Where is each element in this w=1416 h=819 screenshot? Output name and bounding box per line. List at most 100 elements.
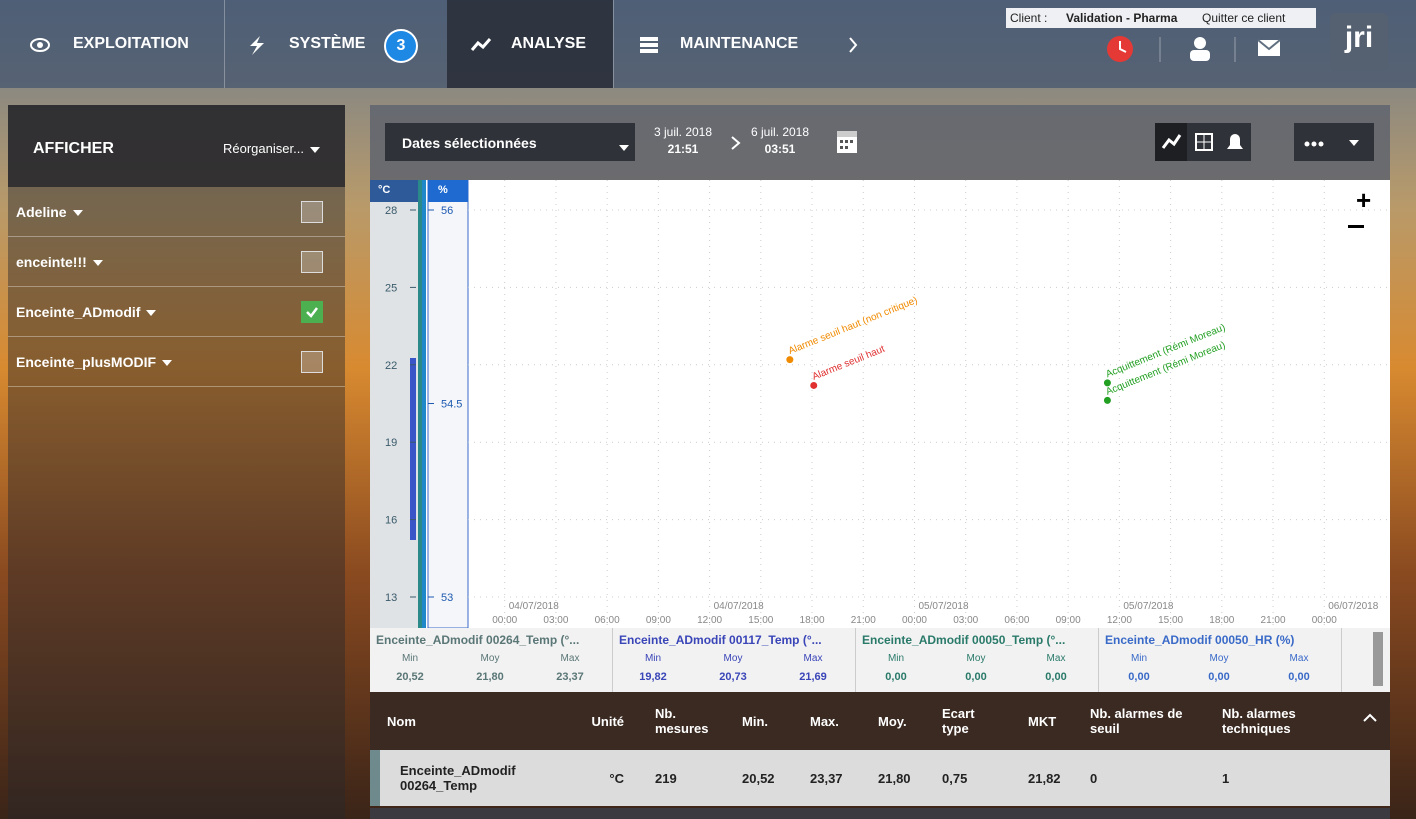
item-label: Enceinte_plusMODIF [16, 354, 156, 370]
item-label: Enceinte_ADmodif [16, 304, 140, 320]
arrow [730, 135, 742, 151]
stats-value: 19,82 [623, 671, 683, 683]
axis-strip [418, 180, 422, 628]
stats-name: Enceinte_ADmodif 00117_Temp (°... [619, 633, 822, 647]
stats-header: Moy [1189, 653, 1249, 664]
scrollbar[interactable] [1373, 632, 1383, 686]
quit-client[interactable]: Quitter ce client [1202, 11, 1285, 25]
stats-value: 0,00 [1109, 671, 1169, 683]
x-tick-label: 03:00 [543, 615, 568, 626]
column-header: Nb. alarmes de seuil [1090, 692, 1200, 750]
sidebar: AFFICHER Réorganiser... Adeline enceinte!… [8, 105, 345, 819]
table-cell: 1 [1222, 750, 1332, 806]
stats-header: Moy [703, 653, 763, 664]
column-header: Moy. [878, 692, 928, 750]
x-tick-label: 21:00 [851, 615, 876, 626]
range-select[interactable]: Dates sélectionnées [385, 123, 635, 161]
zoom-out[interactable] [1348, 225, 1364, 228]
caret [619, 145, 629, 151]
stats-header: Moy [460, 653, 520, 664]
y2-tick-label: 54.5 [441, 399, 462, 411]
table-cell: 0,75 [942, 750, 1002, 806]
stats-name: Enceinte_ADmodif 00264_Temp (°... [376, 633, 579, 647]
stats-header: Max [540, 653, 600, 664]
check-icon [302, 302, 322, 322]
sidebar-title: AFFICHER [33, 140, 114, 158]
column-header: Max. [810, 692, 860, 750]
chevron [1364, 715, 1376, 721]
client-bar: Client : Validation - Pharma Quitter ce … [1006, 8, 1316, 28]
x-date-label: 05/07/2018 [918, 601, 968, 612]
checkbox[interactable] [301, 301, 323, 323]
top-nav: EXPLOITATION SYSTÈME 3 ANALYSE MAINTENAN… [0, 0, 1416, 88]
stats-header: Min [380, 653, 440, 664]
x-date-label: 05/07/2018 [1123, 601, 1173, 612]
collapse-button[interactable] [1362, 713, 1378, 729]
stats-header: Max [783, 653, 843, 664]
column-header: Ecart type [942, 692, 1002, 750]
stats-value: 0,00 [1269, 671, 1329, 683]
x-tick-label: 18:00 [1209, 615, 1234, 626]
y-tick-label: 22 [385, 360, 397, 372]
start-time: 21:51 [653, 142, 713, 156]
stats-name: Enceinte_ADmodif 00050_Temp (°... [862, 633, 1065, 647]
sidebar-item[interactable]: Adeline [8, 187, 345, 237]
reorganize[interactable]: Réorganiser... [223, 141, 320, 156]
sidebar-item[interactable]: Enceinte_ADmodif [8, 287, 345, 337]
y2-unit-bg [428, 180, 468, 202]
stats-header: Min [623, 653, 683, 664]
stats-column: Enceinte_ADmodif 00050_Temp (°...Min0,00… [856, 628, 1099, 692]
column-header: Nb. alarmes techniques [1222, 692, 1332, 750]
stats-value: 0,00 [1189, 671, 1249, 683]
item-label-wrap: enceinte!!! [16, 254, 103, 270]
sidebar-header: AFFICHER Réorganiser... [8, 105, 345, 187]
column-header: MKT [1028, 692, 1088, 750]
x-tick-label: 12:00 [697, 615, 722, 626]
x-date-label: 04/07/2018 [714, 601, 764, 612]
x-tick-label: 03:00 [953, 615, 978, 626]
y-unit: °C [378, 184, 390, 196]
checkbox[interactable] [301, 351, 323, 373]
column-header: Unité [580, 692, 624, 750]
y2-tick-label: 53 [441, 592, 453, 604]
stats-value: 20,73 [703, 671, 763, 683]
caret [73, 210, 83, 216]
sidebar-item[interactable]: enceinte!!! [8, 237, 345, 287]
y2-unit: % [438, 184, 448, 196]
x-tick-label: 21:00 [1261, 615, 1286, 626]
item-label-wrap: Enceinte_plusMODIF [16, 354, 172, 370]
stats-column: Enceinte_ADmodif 00264_Temp (°...Min20,5… [370, 628, 613, 692]
stats-value: 21,69 [783, 671, 843, 683]
logo[interactable]: jri [1330, 13, 1388, 71]
row-color [370, 750, 380, 806]
column-header: Min. [742, 692, 792, 750]
item-label: Adeline [16, 204, 67, 220]
y-tick-label: 19 [385, 437, 397, 449]
axis-strip [422, 180, 426, 628]
item-label-wrap: Enceinte_ADmodif [16, 304, 156, 320]
end-date: 6 juil. 2018 [750, 125, 810, 139]
annotation-point [810, 382, 817, 389]
toolbar: Dates sélectionnées 3 juil. 201821:51 6 … [370, 105, 1390, 180]
caret [310, 147, 320, 153]
sidebar-item[interactable]: Enceinte_plusMODIF [8, 337, 345, 387]
x-tick-label: 06:00 [595, 615, 620, 626]
reorganize-label: Réorganiser... [223, 141, 304, 156]
table-cell: Enceinte_ADmodif 00264_Temp [400, 750, 550, 806]
x-tick-label: 18:00 [800, 615, 825, 626]
range-indicator [410, 358, 416, 540]
calendar-button[interactable] [835, 127, 859, 155]
stats-value: 0,00 [866, 671, 926, 683]
view-buttons[interactable] [1155, 123, 1375, 163]
stats-header: Moy [946, 653, 1006, 664]
x-date-label: 04/07/2018 [509, 601, 559, 612]
checkbox[interactable] [301, 251, 323, 273]
table-cell: 20,52 [742, 750, 792, 806]
checkbox[interactable] [301, 201, 323, 223]
y-tick-label: 28 [385, 205, 397, 217]
